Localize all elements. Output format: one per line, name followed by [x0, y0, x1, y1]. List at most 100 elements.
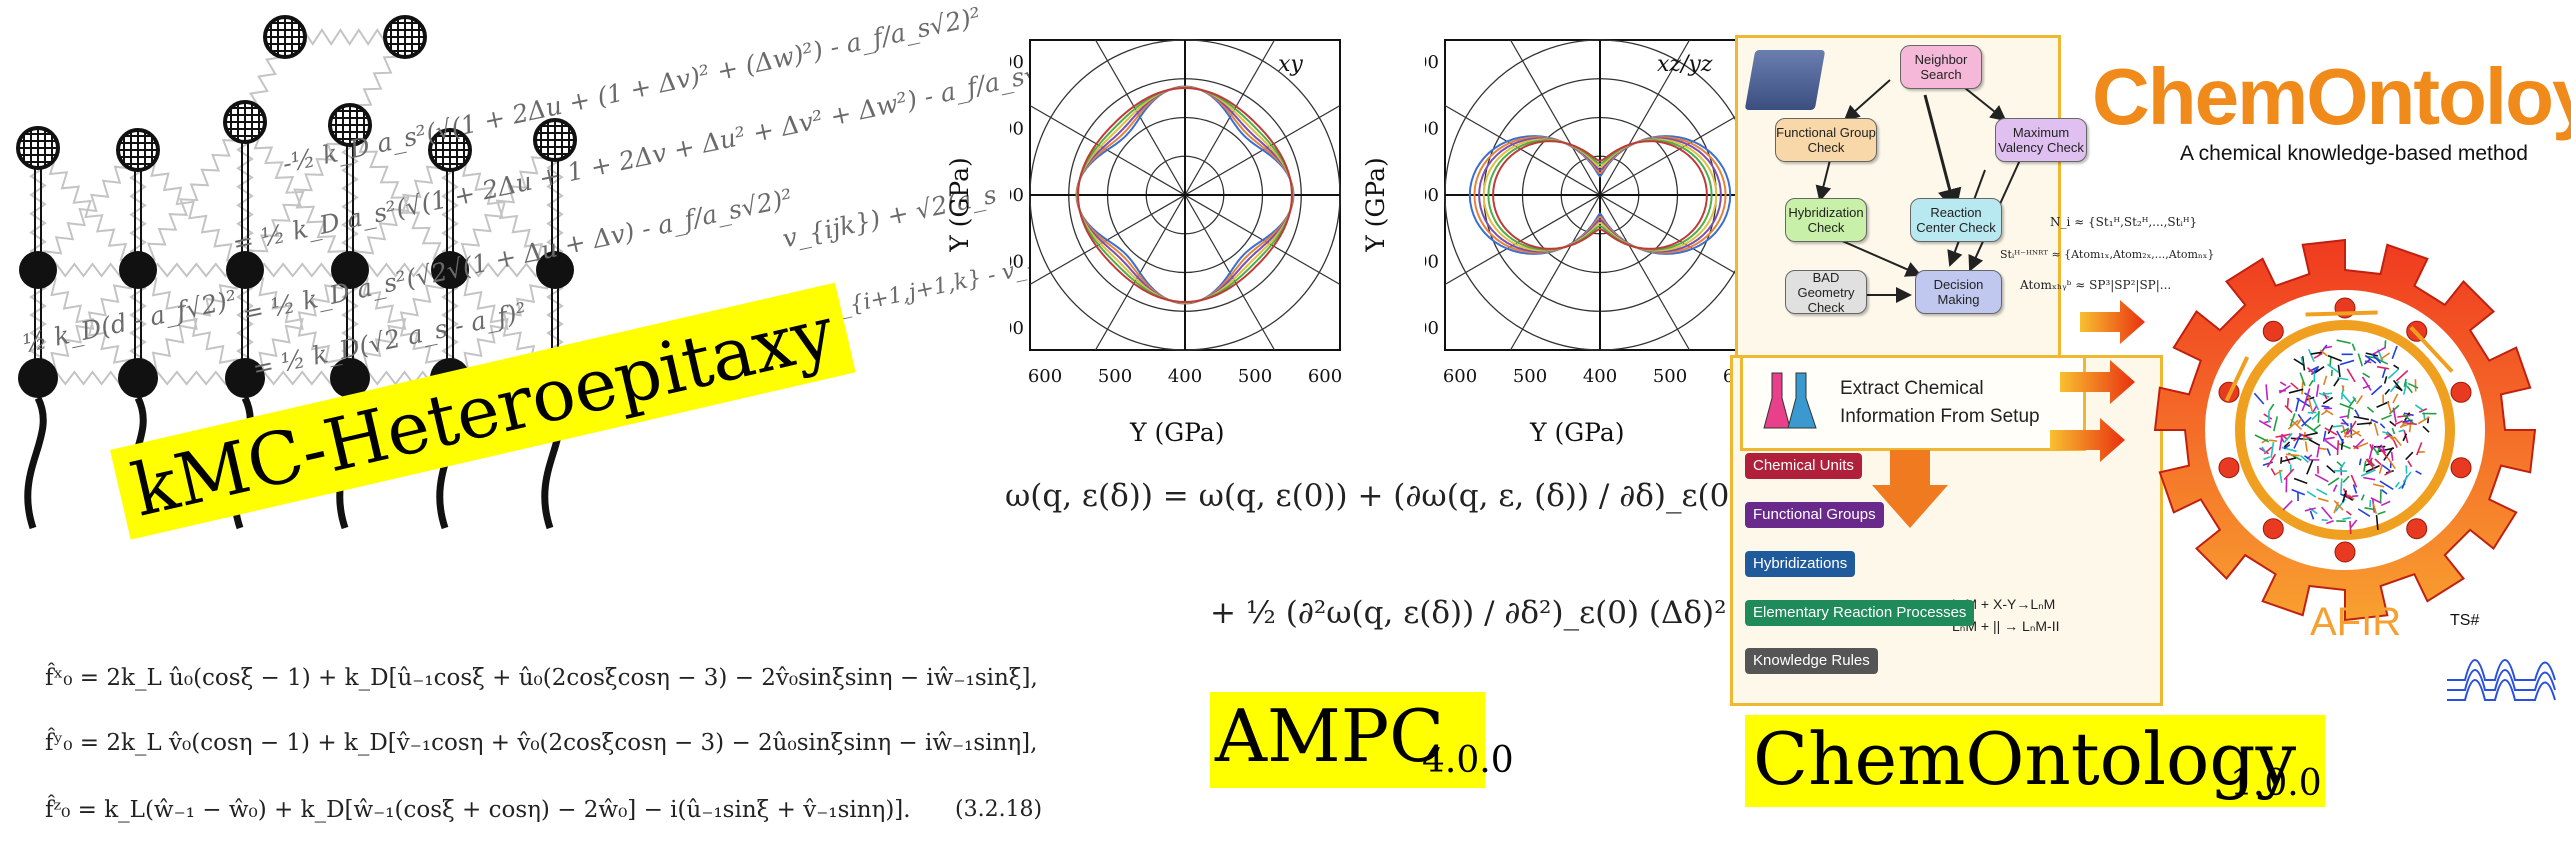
- molecule-bond: [2308, 438, 2321, 447]
- molecule-bond: [2398, 429, 2405, 433]
- molecule-bond: [2327, 424, 2334, 435]
- molecule-bond: [2383, 434, 2390, 440]
- molecule-bond: [2365, 464, 2380, 473]
- molecule-bond: [2407, 460, 2413, 468]
- taylor-equation-1: ω(q, ε(δ)) = ω(q, ε(0)) + (∂ω(q, ε, (δ))…: [1005, 478, 1817, 514]
- molecule-bond: [2333, 500, 2344, 511]
- molecule-bond: [2291, 488, 2306, 496]
- molecule-bond: [2360, 469, 2376, 477]
- molecule-bond: [2370, 418, 2379, 424]
- bad-geometry-check-node: BAD Geometry Check: [1785, 270, 1867, 315]
- x-tick-label: 600: [1028, 366, 1062, 387]
- grid-atom: [223, 100, 267, 144]
- grid-atom: [263, 15, 307, 59]
- molecule-bond: [2332, 484, 2338, 492]
- molecule-bond: [2402, 471, 2412, 483]
- molecule-bond: [2397, 414, 2411, 418]
- molecule-bond: [2405, 451, 2414, 461]
- molecule-bond: [2283, 468, 2295, 481]
- x-tick-label: 500: [1098, 366, 1132, 387]
- molecule-bond: [2363, 358, 2372, 365]
- molecule-bond: [2347, 408, 2351, 419]
- molecule-bond: [2340, 478, 2343, 494]
- molecule-bond: [2301, 416, 2312, 427]
- molecule-bond: [2341, 418, 2350, 427]
- molecule-bond: [2310, 351, 2322, 355]
- grid-atom: [428, 128, 472, 172]
- solid-atom: [119, 251, 157, 289]
- series-curve: [1492, 140, 1708, 250]
- molecule-bond: [2415, 470, 2422, 475]
- molecule-bond: [2324, 409, 2334, 416]
- molecule-bond: [2324, 439, 2338, 451]
- molecule-bond: [2320, 410, 2328, 416]
- lattice-diagram: [16, 15, 577, 530]
- molecule-bond: [2418, 408, 2428, 413]
- grid-atom: [328, 103, 372, 147]
- molecule-bond: [2380, 352, 2391, 360]
- molecule-bond: [2278, 384, 2291, 394]
- y-tick-label: 500: [1010, 119, 1024, 140]
- solid-atom: [330, 358, 370, 398]
- molecule-bond: [2392, 379, 2403, 392]
- node-sphere: [2450, 457, 2472, 479]
- molecule-bond: [2390, 451, 2394, 461]
- y-tick-label: 600: [1010, 318, 1024, 339]
- molecule-bond: [2384, 388, 2391, 395]
- solid-atom: [536, 251, 574, 289]
- molecule-bond: [2392, 393, 2399, 404]
- molecule-bond: [2323, 436, 2335, 441]
- molecule-bond: [2381, 464, 2391, 472]
- molecule-bond: [2371, 346, 2386, 356]
- molecule-bond: [2307, 348, 2315, 362]
- molecule-bond: [2341, 384, 2345, 392]
- xz-xlabel: Y (GPa): [1530, 418, 1625, 447]
- node-sphere: [2334, 541, 2356, 563]
- molecule-bond: [2310, 367, 2319, 376]
- molecule-bond: [2366, 406, 2375, 413]
- molecule-bond: [2332, 424, 2343, 428]
- molecule-bond: [2321, 405, 2330, 409]
- molecule-bond: [2315, 384, 2320, 398]
- molecule-bond: [2337, 376, 2349, 381]
- molecule-bond: [2261, 446, 2267, 453]
- molecule-bond: [2295, 418, 2302, 427]
- molecule-bond: [2307, 396, 2313, 412]
- molecule-bond: [2274, 469, 2283, 476]
- molecule-bond: [2352, 445, 2359, 450]
- solid-atom: [118, 358, 158, 398]
- fourier-eq-y: f̂ʸ₀ = 2k_L v̂₀(cosη − 1) + k_D[v̂₋₁cosη…: [45, 730, 1038, 756]
- molecule-bond: [2300, 454, 2309, 464]
- fourier-eq-z: f̂ᶻ₀ = k_L(ŵ₋₁ − ŵ₀) + k_D[ŵ₋₁(cosξ + co…: [45, 797, 911, 823]
- molecule-bond: [2326, 448, 2332, 456]
- molecule-bond: [2333, 378, 2340, 387]
- molecule-bond: [2383, 447, 2394, 461]
- molecule-bond: [2402, 419, 2413, 423]
- orange-arrows: [2050, 300, 2145, 462]
- molecule-bond: [2381, 489, 2388, 495]
- molecule-bond: [2303, 437, 2313, 441]
- x-tick-label: 600: [1308, 366, 1342, 387]
- molecule-bond: [2293, 433, 2302, 449]
- grid-atom: [533, 118, 577, 162]
- molecule-bond: [2304, 455, 2310, 460]
- molecule-bond: [2356, 394, 2364, 405]
- molecule-bond: [2403, 430, 2409, 444]
- solid-atom: [226, 251, 264, 289]
- molecule-bond: [2266, 453, 2276, 468]
- molecule-bond: [2361, 376, 2372, 391]
- molecule-bond: [2329, 356, 2332, 367]
- solid-atom: [431, 251, 469, 289]
- molecule-bond: [2293, 433, 2304, 442]
- molecule-bond: [2402, 413, 2414, 424]
- molecule-bond: [2313, 424, 2321, 431]
- molecule-bond: [2391, 427, 2396, 435]
- gear-arrow: [2409, 325, 2454, 373]
- chemontoloy-logo-subtitle: A chemical knowledge-based method: [2180, 142, 2528, 165]
- molecule-bond: [2336, 430, 2345, 444]
- solid-atom: [331, 251, 369, 289]
- functional-group-check-node: Functional Group Check: [1775, 118, 1877, 162]
- chemontology-title-version: 1.0.0: [2230, 763, 2322, 804]
- equation-number: (3.2.18): [955, 797, 1043, 822]
- molecule-bond: [2346, 430, 2360, 438]
